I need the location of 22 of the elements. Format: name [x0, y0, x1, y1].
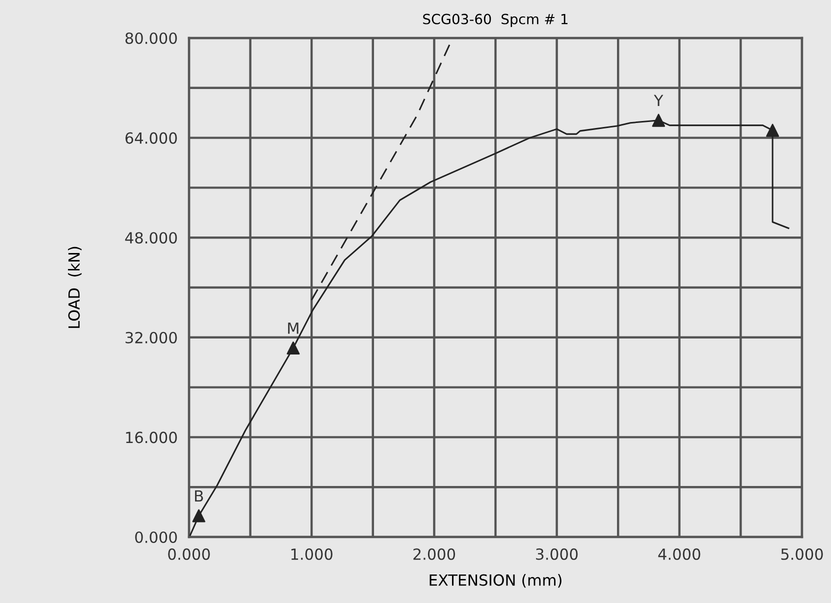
chart-title: SCG03-60 Spcm # 1 — [423, 14, 568, 27]
annotation: M — [288, 322, 298, 334]
point — [286, 342, 300, 355]
y-tick-label: 48.000 — [125, 232, 177, 244]
x-axis-title: EXTENSION (mm) — [430, 574, 562, 588]
y-tick-label: 64.000 — [126, 132, 177, 144]
point — [652, 114, 666, 127]
point — [766, 124, 780, 137]
x-tick-label: 4.000 — [658, 548, 700, 560]
x-tick-label: 1.000 — [291, 548, 332, 560]
y-tick-label: 32.000 — [126, 332, 177, 344]
annotation: B — [195, 490, 203, 502]
y-axis-title: LOAD (kN) — [68, 246, 82, 328]
y-tick-label: 16.000 — [126, 432, 177, 444]
y-tick-label: 80.000 — [125, 32, 177, 44]
x-tick-label: 2.000 — [413, 548, 456, 560]
x-tick-label: 3.000 — [536, 548, 578, 560]
point — [192, 509, 206, 522]
annotation: Y — [654, 94, 664, 106]
x-tick-label: 5.000 — [781, 548, 823, 560]
y-tick-label: 0.000 — [135, 531, 177, 544]
x-tick-label: 0.000 — [168, 548, 210, 560]
